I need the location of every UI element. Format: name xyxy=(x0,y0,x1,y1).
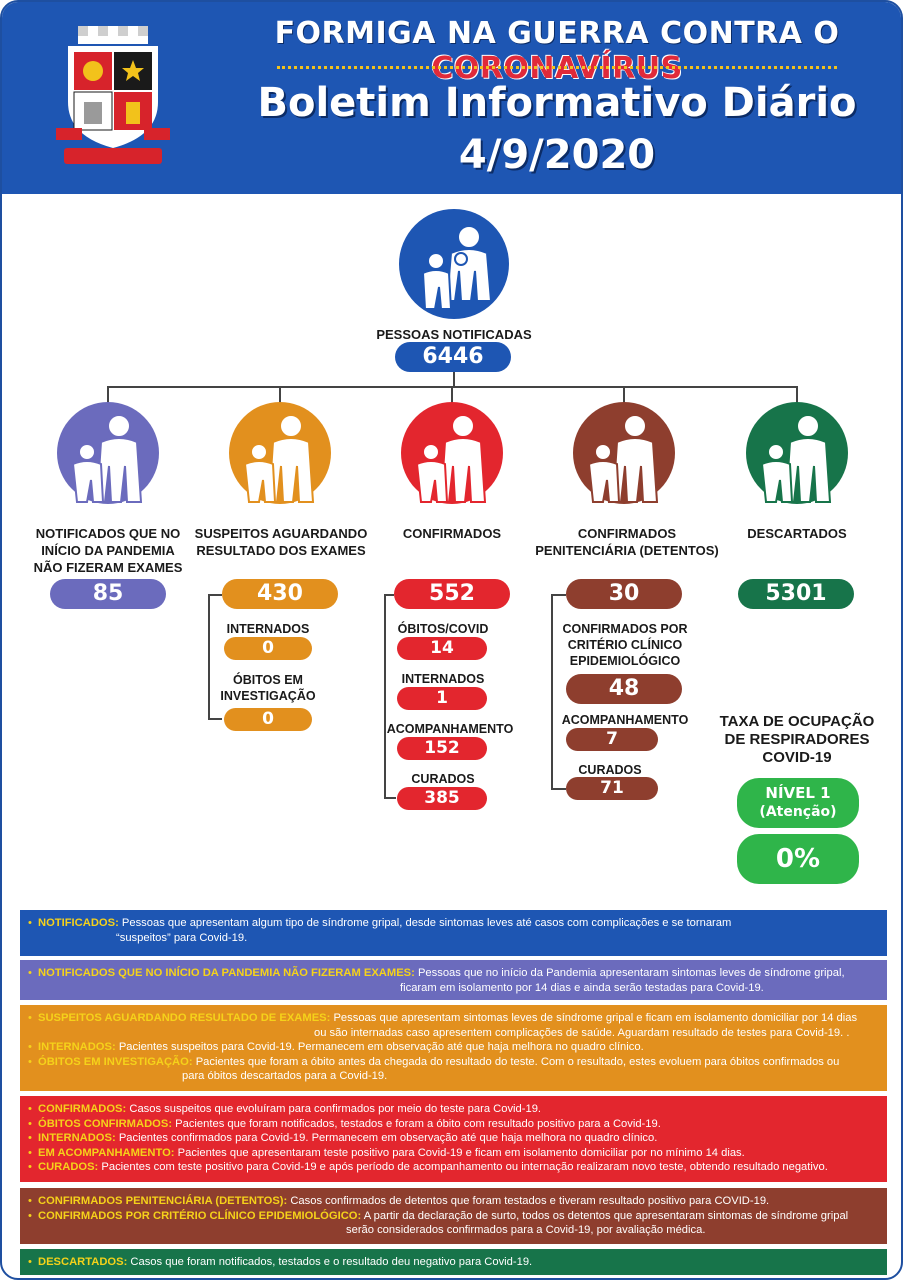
connector-drop-5 xyxy=(796,386,798,404)
prison-monitoring-value: 7 xyxy=(566,728,658,751)
family-icon xyxy=(421,225,493,310)
suspects-hospitalized-value: 0 xyxy=(224,637,312,660)
respirators-title: TAXA DE OCUPAÇÃO DE RESPIRADORES COVID-1… xyxy=(719,713,875,766)
no-exams-label: NOTIFICADOS QUE NO INÍCIO DA PANDEMIA NÃ… xyxy=(33,526,183,575)
confirmed-bracket-top xyxy=(384,594,394,596)
prison-clinical-value: 48 xyxy=(566,674,682,704)
notified-label: PESSOAS NOTIFICADAS xyxy=(376,327,532,342)
suspects-bracket-top xyxy=(208,594,222,596)
bulletin-date: 4/9/2020 xyxy=(458,132,656,178)
people-icon xyxy=(760,414,832,503)
notified-value: 6446 xyxy=(395,342,511,372)
definition-suspects: SUSPEITOS AGUARDANDO RESULTADO DE EXAMES… xyxy=(20,1005,887,1091)
prison-clinical-label: CONFIRMADOS POR CRITÉRIO CLÍNICO EPIDEMI… xyxy=(562,622,688,668)
connector-drop-4 xyxy=(623,386,625,404)
confirmed-deaths-label: ÓBITOS/COVID xyxy=(397,622,489,636)
confirmed-monitoring-value: 152 xyxy=(397,737,487,760)
respirators-level-badge: NÍVEL 1 (Atenção) xyxy=(737,778,859,828)
prison-monitoring-label: ACOMPANHAMENTO xyxy=(561,713,689,727)
discarded-value: 5301 xyxy=(738,579,854,609)
respirators-rate: 0% xyxy=(737,834,859,884)
connector-drop-3 xyxy=(451,386,453,404)
bulletin-title: Boletim Informativo Diário xyxy=(257,80,857,126)
suspects-bracket-bottom xyxy=(208,718,222,720)
confirmed-cured-label: CURADOS xyxy=(411,772,475,786)
confirmed-cured-value: 385 xyxy=(397,787,487,810)
prison-bracket-top xyxy=(551,594,566,596)
prison-bracket-bottom xyxy=(551,788,566,790)
dotted-divider xyxy=(277,66,837,69)
connector-trunk xyxy=(453,372,455,387)
prison-bracket xyxy=(551,594,553,790)
confirmed-hospitalized-value: 1 xyxy=(397,687,487,710)
suspects-value: 430 xyxy=(222,579,338,609)
suspects-bracket xyxy=(208,594,210,720)
prison-cured-label: CURADOS xyxy=(578,763,642,777)
confirmed-label: CONFIRMADOS xyxy=(402,526,502,541)
discarded-label: DESCARTADOS xyxy=(747,526,847,541)
confirmed-value: 552 xyxy=(394,579,510,609)
campaign-prefix: FORMIGA NA GUERRA CONTRA O xyxy=(274,16,840,51)
people-icon xyxy=(587,414,659,503)
suspects-hospitalized-label: INTERNADOS xyxy=(226,622,310,636)
people-icon xyxy=(415,414,487,503)
prison-label: CONFIRMADOS PENITENCIÁRIA (DETENTOS) xyxy=(535,526,719,558)
prison-cured-value: 71 xyxy=(566,777,658,800)
definition-discarded: DESCARTADOS: Casos que foram notificados… xyxy=(20,1249,887,1275)
confirmed-hospitalized-label: INTERNADOS xyxy=(401,672,485,686)
no-exams-value: 85 xyxy=(50,579,166,609)
header-banner: FORMIGA NA GUERRA CONTRA O CORONAVÍRUS B… xyxy=(2,2,901,194)
respirators-level: NÍVEL 1 xyxy=(765,784,831,802)
city-crest-icon xyxy=(56,26,170,164)
campaign-heading: FORMIGA NA GUERRA CONTRA O CORONAVÍRUS xyxy=(222,16,892,86)
suspects-deaths-value: 0 xyxy=(224,708,312,731)
confirmed-deaths-value: 14 xyxy=(397,637,487,660)
confirmed-monitoring-label: ACOMPANHAMENTO xyxy=(386,722,514,736)
confirmed-bracket xyxy=(384,594,386,799)
connector-drop-1 xyxy=(107,386,109,404)
people-icon xyxy=(243,414,315,503)
connector-drop-2 xyxy=(279,386,281,404)
definition-no-exams: NOTIFICADOS QUE NO INÍCIO DA PANDEMIA NÃ… xyxy=(20,960,887,1000)
definition-notified: NOTIFICADOS: Pessoas que apresentam algu… xyxy=(20,910,887,956)
suspects-label: SUSPEITOS AGUARDANDO RESULTADO DOS EXAME… xyxy=(194,526,368,558)
confirmed-bracket-bottom xyxy=(384,797,396,799)
definition-confirmed: CONFIRMADOS: Casos suspeitos que evoluír… xyxy=(20,1096,887,1182)
prison-value: 30 xyxy=(566,579,682,609)
respirators-level-note: (Atenção) xyxy=(759,804,837,820)
people-icon xyxy=(71,414,143,503)
definition-prison: CONFIRMADOS PENITENCIÁRIA (DETENTOS): Ca… xyxy=(20,1188,887,1244)
suspects-deaths-label: ÓBITOS EM INVESTIGAÇÃO xyxy=(220,673,316,703)
